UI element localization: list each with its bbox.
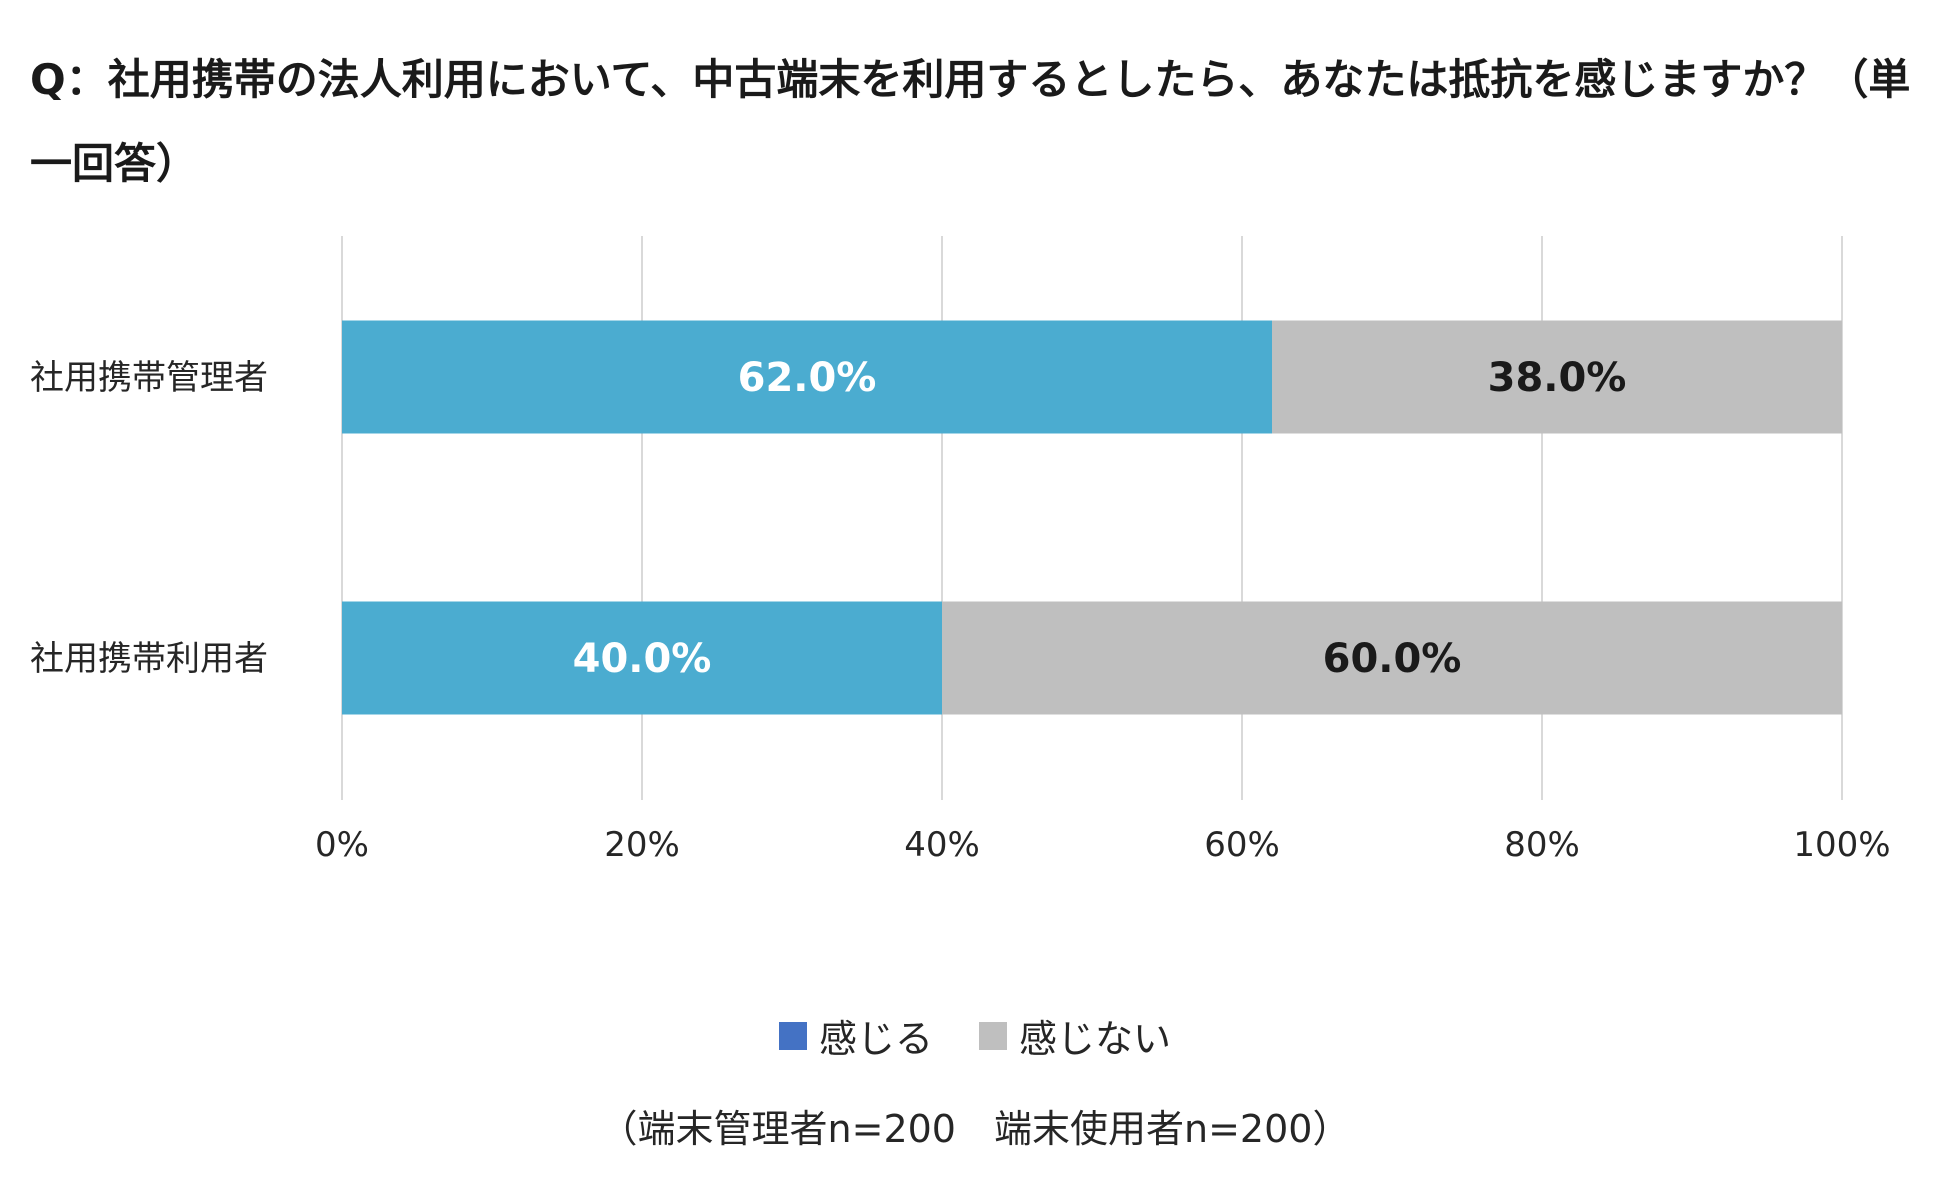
x-tick-label-80: 80%: [1504, 825, 1580, 865]
legend-item-series2: 感じない: [979, 1008, 1171, 1063]
x-axis-tick-labels: 0% 20% 40% 60% 80% 100%: [315, 825, 1891, 865]
bar-2-series1: [342, 601, 942, 715]
legend-label-series1: 感じる: [818, 1017, 933, 1061]
bars: [342, 320, 1842, 715]
bar-2-series2: [942, 601, 1842, 715]
data-labels: 62.0% 38.0% 40.0% 60.0%: [573, 355, 1627, 682]
data-label-1-series1: 62.0%: [738, 355, 877, 401]
sample-size-note: （端末管理者n=200 端末使用者n=200）: [599, 1107, 1351, 1151]
x-tick-label-20: 20%: [604, 825, 680, 865]
bar-1-series1: [342, 320, 1272, 434]
legend-swatch-series2: [979, 1021, 1007, 1050]
category-label-2: 社用携帯利用者: [30, 639, 268, 679]
x-tick-label-0: 0%: [315, 825, 369, 865]
x-tick-label-60: 60%: [1204, 825, 1280, 865]
data-label-1-series2: 38.0%: [1488, 355, 1627, 401]
data-label-2-series2: 60.0%: [1323, 636, 1462, 682]
bar-1-series2: [1272, 320, 1842, 434]
data-label-2-series1: 40.0%: [573, 636, 712, 682]
legend-label-series2: 感じない: [1019, 1017, 1172, 1061]
chart-title: Q：社用携帯の法人利用において、中古端末を利用するとしたら、あなたは抵抗を感じま…: [30, 55, 1911, 188]
x-tick-label-100: 100%: [1793, 825, 1890, 865]
legend-item-series1: 感じる: [778, 1008, 933, 1063]
category-label-1: 社用携帯管理者: [30, 358, 268, 398]
legend-swatch-series1: [778, 1021, 807, 1050]
x-tick-label-40: 40%: [904, 825, 980, 865]
legend: 感じる 感じない: [0, 1008, 1950, 1063]
